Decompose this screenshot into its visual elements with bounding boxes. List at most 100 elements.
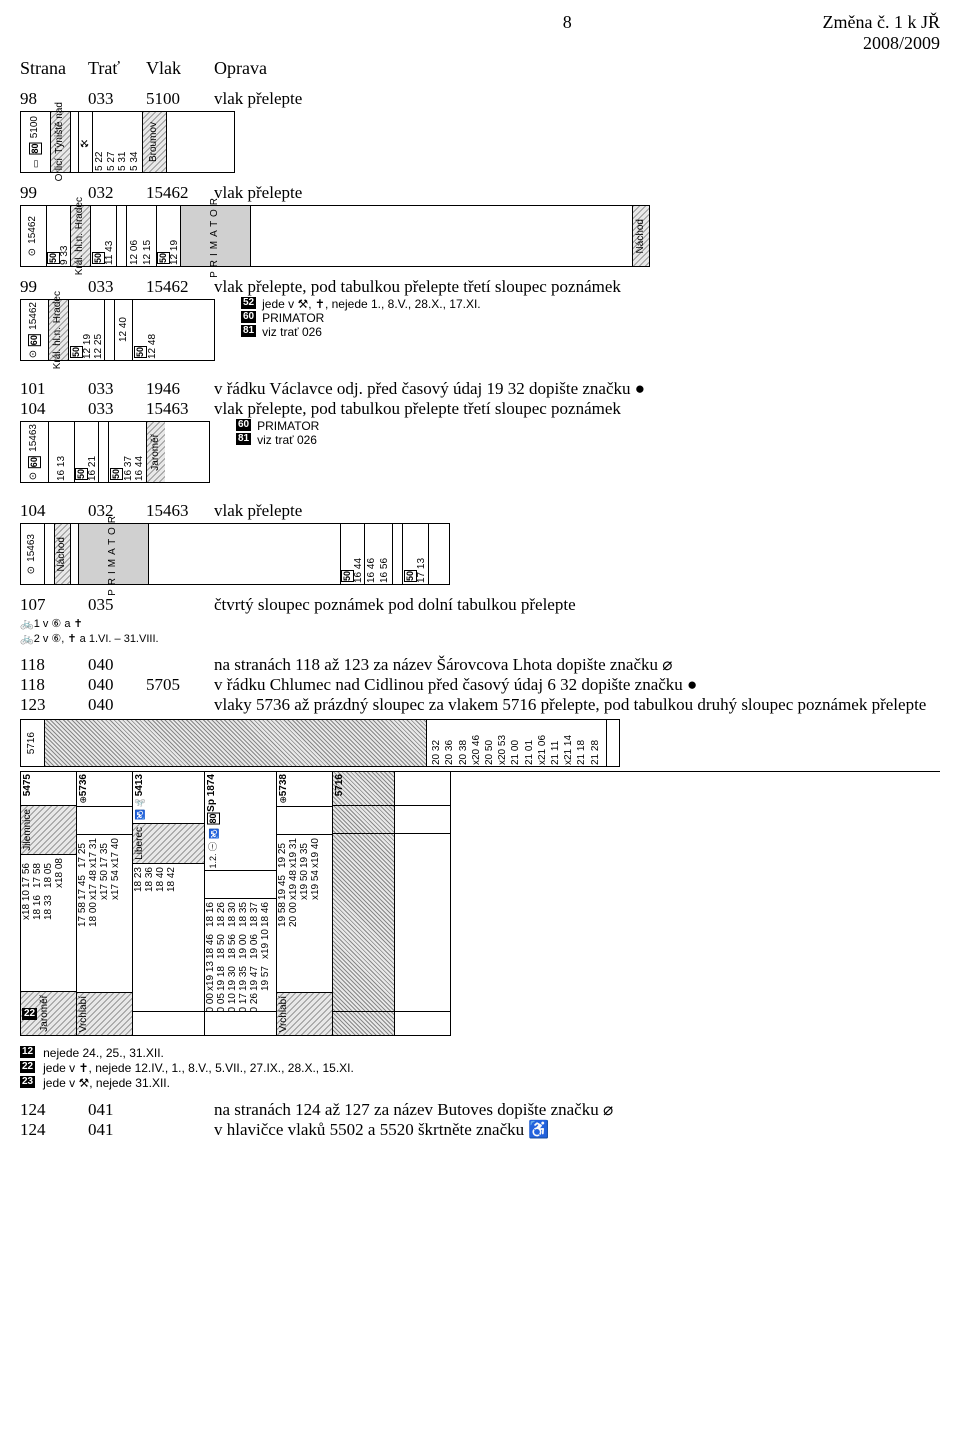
time-value: 18 35 bbox=[239, 901, 249, 928]
column-head: Sp 1874 bbox=[206, 774, 217, 812]
time-value: 19 57 bbox=[261, 960, 271, 992]
column-head: 5413 bbox=[134, 774, 145, 796]
time-value: x17 54 bbox=[111, 869, 121, 901]
time-value: x18 08 bbox=[55, 857, 65, 889]
time-value: 21 11 bbox=[551, 720, 561, 766]
time-value: 19 58 bbox=[278, 901, 288, 928]
time-value: 19 25 bbox=[278, 837, 288, 869]
time-value: 18 56 bbox=[228, 928, 238, 960]
time-value: 20 10 bbox=[228, 992, 238, 1011]
grid-column bbox=[395, 772, 451, 1036]
time-value: 20 26 bbox=[250, 992, 260, 1011]
grid-column: Sp 18741.2. ⓘ ♿ 8018 1618 2618 3018 3518… bbox=[205, 772, 277, 1036]
time-value: 17 45 bbox=[78, 869, 88, 901]
time-value: x19 13 bbox=[206, 960, 216, 992]
bottom-notes: 12nejede 24., 25., 31.XII. 22jede v ✝, n… bbox=[20, 1046, 940, 1090]
time-value: 18 36 bbox=[145, 866, 155, 893]
note-107-1: 🚲1 v ⑥ a ✝ bbox=[20, 617, 940, 630]
entry-row: 124 041 v hlavičce vlaků 5502 a 5520 škr… bbox=[20, 1120, 940, 1140]
grid-column: 5475Jilemnice17 5617 5818 05x18 08x18 10… bbox=[21, 772, 77, 1036]
time-value: x17 31 bbox=[89, 837, 99, 869]
strip-5716: 5716 20 3220 3620 38x20 4620 50x20 5321 … bbox=[20, 719, 620, 767]
dest-label: Vrchlabí bbox=[278, 994, 291, 1034]
time-value: 17 25 bbox=[78, 837, 88, 869]
time-value: 20 05 bbox=[217, 992, 227, 1011]
change-title: Změna č. 1 k JŘ 2008/2009 bbox=[767, 12, 940, 54]
time-value: 19 06 bbox=[250, 928, 260, 960]
grid-column: 5738⊕19 25x19 3119 35x19 4019 45x19 48x1… bbox=[277, 772, 333, 1036]
time-value: 18 30 bbox=[228, 901, 238, 928]
time-value: 17 35 bbox=[100, 837, 110, 869]
time-value: 20 36 bbox=[445, 720, 455, 766]
time-value: 20 50 bbox=[485, 720, 495, 766]
notes-15462b: 52jede v ⚒, ✝, nejede 1., 8.V., 28.X., 1… bbox=[241, 297, 481, 339]
time-value: 21 18 bbox=[577, 720, 587, 766]
column-head: 5738 bbox=[278, 774, 289, 796]
entry-row: 99 033 15462 vlak přelepte, pod tabulkou… bbox=[20, 277, 940, 297]
entry-row: 101 033 1946 v řádku Václavce odj. před … bbox=[20, 379, 940, 399]
time-value: 17 58 bbox=[33, 857, 43, 889]
time-value: x20 53 bbox=[498, 720, 508, 766]
time-value: 18 23 bbox=[134, 866, 144, 893]
time-value: 18 46 bbox=[261, 901, 271, 928]
time-value: x19 10 bbox=[261, 928, 271, 960]
entry-row: 104 033 15463 vlak přelepte, pod tabulko… bbox=[20, 399, 940, 419]
big-schedule-grid: 5475Jilemnice17 5617 5818 05x18 08x18 10… bbox=[20, 771, 940, 1036]
col-vlak: Vlak bbox=[146, 58, 206, 79]
entry-row: 104 032 15463 vlak přelepte bbox=[20, 501, 940, 521]
time-value: 17 56 bbox=[22, 857, 32, 889]
time-value: x19 31 bbox=[289, 837, 299, 869]
schedule-strip-15463b: 15463 ⊙ 60 16 13 50 16 21 50 16 37 16 44… bbox=[20, 421, 210, 483]
entry-row: 118 040 5705 v řádku Chlumec nad Cidlino… bbox=[20, 675, 940, 695]
time-value: 19 47 bbox=[250, 960, 260, 992]
schedule-strip-15462a: 15462 ⊙ 50 9 33 Hradec Král. hl.n. 50 11… bbox=[20, 205, 650, 267]
time-value: 18 40 bbox=[156, 866, 166, 893]
time-value: x17 48 bbox=[89, 869, 99, 901]
time-value: x19 50 bbox=[300, 869, 310, 901]
time-value: 19 30 bbox=[228, 960, 238, 992]
entry-row: 118 040 na stranách 118 až 123 za název … bbox=[20, 655, 940, 675]
grid-column: 5736⊕17 25x17 3117 35x17 4017 45x17 48x1… bbox=[77, 772, 133, 1036]
time-value: 18 00 bbox=[89, 901, 99, 928]
entry-row: 98 033 5100 vlak přelepte bbox=[20, 89, 940, 109]
time-value: 18 16 bbox=[206, 901, 216, 928]
page-number: 8 bbox=[367, 12, 767, 54]
col-strana: Strana bbox=[20, 58, 80, 79]
time-value: 20 38 bbox=[459, 720, 469, 766]
time-value: x21 06 bbox=[538, 720, 548, 766]
dest-label: Vrchlabí bbox=[78, 994, 91, 1034]
time-value: x18 10 bbox=[22, 889, 32, 921]
time-value: 18 33 bbox=[44, 889, 54, 921]
time-value: 20 32 bbox=[432, 720, 442, 766]
time-value: 18 42 bbox=[167, 866, 177, 893]
entry-row: 123 040 vlaky 5736 až prázdný sloupec za… bbox=[20, 695, 940, 715]
entry-row: 124 041 na stranách 124 až 127 za název … bbox=[20, 1100, 940, 1120]
time-value: 21 01 bbox=[525, 720, 535, 766]
entry-row: 107 035 čtvrtý sloupec poznámek pod doln… bbox=[20, 595, 940, 615]
column-headers: Strana Trať Vlak Oprava bbox=[20, 58, 940, 79]
time-value: 20 00 bbox=[289, 901, 299, 928]
note-107-2: 🚲2 v ⑥, ✝ a 1.VI. – 31.VIII. bbox=[20, 632, 940, 645]
column-head: 5736 bbox=[78, 774, 89, 796]
time-value: 18 26 bbox=[217, 901, 227, 928]
time-value: 19 35 bbox=[239, 960, 249, 992]
time-value: 19 45 bbox=[278, 869, 288, 901]
time-value: 18 46 bbox=[206, 928, 216, 960]
time-value: 19 00 bbox=[239, 928, 249, 960]
grid-column: 5716 bbox=[333, 772, 395, 1036]
time-value: 18 16 bbox=[33, 889, 43, 921]
station-label: Jilemnice bbox=[22, 807, 35, 853]
entry-row: 99 032 15462 vlak přelepte bbox=[20, 183, 940, 203]
time-value: x17 50 bbox=[100, 869, 110, 901]
time-value: 20 17 bbox=[239, 992, 249, 1011]
col-trat: Trať bbox=[88, 58, 138, 79]
time-value: 19 18 bbox=[217, 960, 227, 992]
page-header: 8 Změna č. 1 k JŘ 2008/2009 bbox=[20, 12, 940, 54]
time-value: x19 48 bbox=[289, 869, 299, 901]
time-value: 21 00 bbox=[511, 720, 521, 766]
time-value: 18 50 bbox=[217, 928, 227, 960]
schedule-strip-15463c: 15463 ⊙ Náchod PRIMATOR 50 16 44 16 46 1… bbox=[20, 523, 450, 585]
schedule-strip-5100: 5100 ▯ 80 Týniště nad Orlicí ⚒ 5 22 5 27… bbox=[20, 111, 235, 173]
time-value: 18 37 bbox=[250, 901, 260, 928]
time-value: x17 40 bbox=[111, 837, 121, 869]
